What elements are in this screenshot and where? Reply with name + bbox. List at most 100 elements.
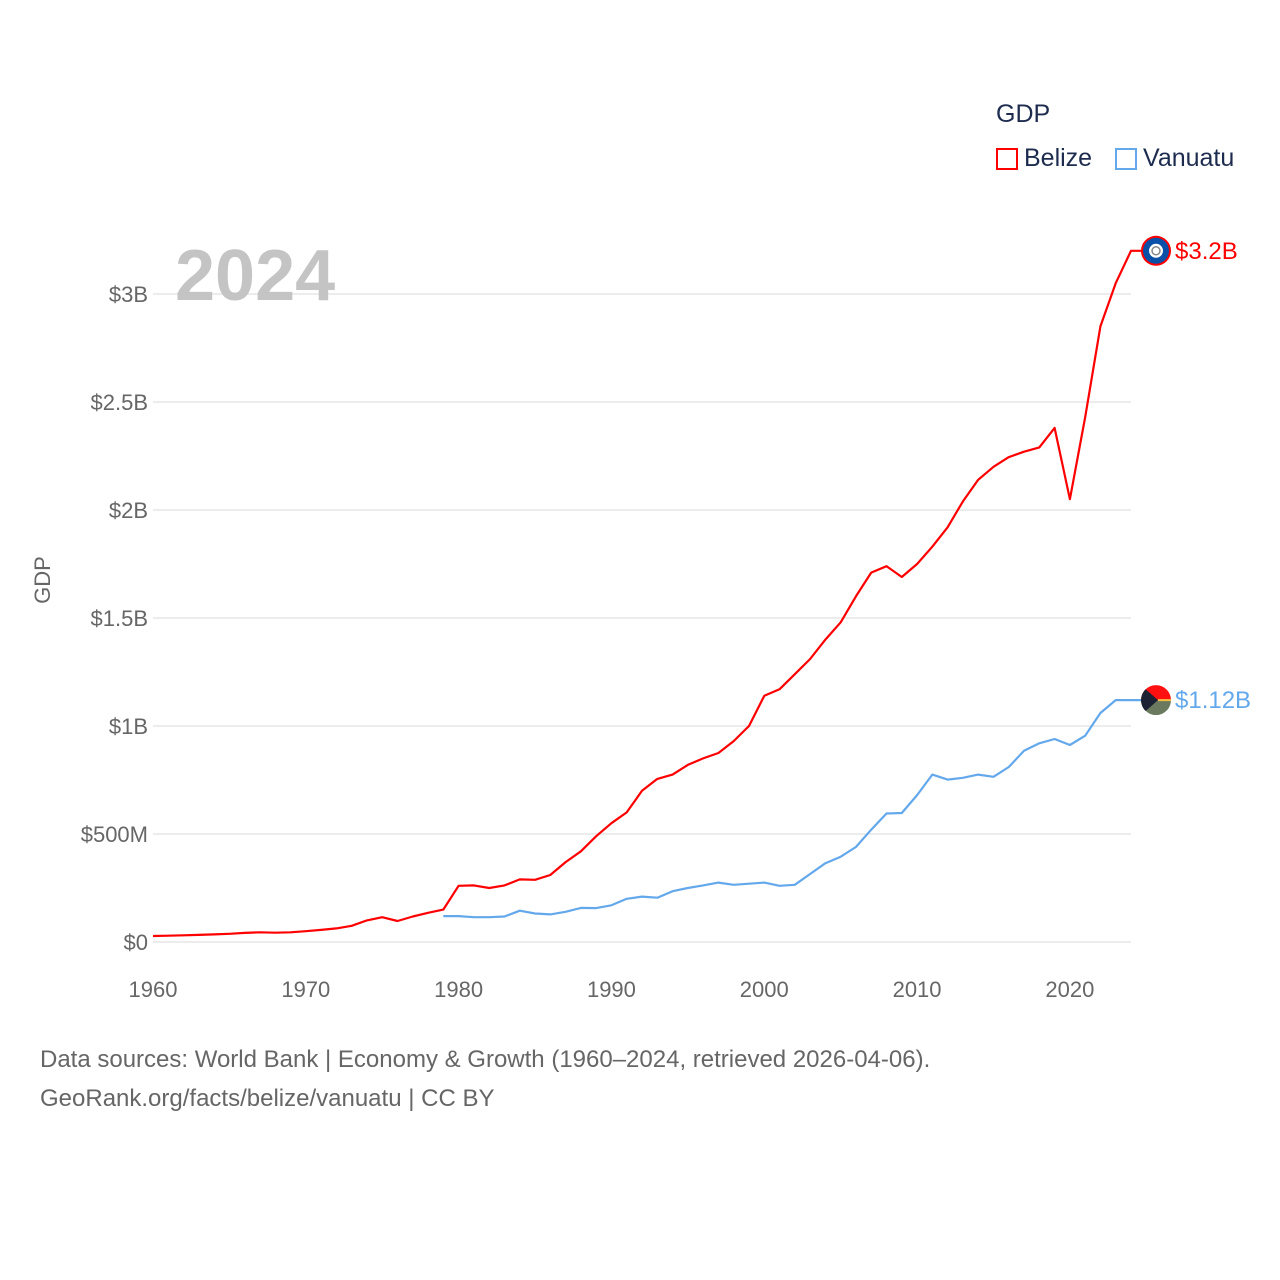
data-point[interactable]: [960, 498, 966, 504]
data-point[interactable]: [807, 656, 813, 662]
data-point[interactable]: [639, 788, 645, 794]
data-point[interactable]: [318, 927, 324, 933]
data-point[interactable]: [700, 755, 706, 761]
data-point[interactable]: [700, 882, 706, 888]
data-point[interactable]: [471, 882, 477, 888]
data-point[interactable]: [563, 859, 569, 865]
data-point[interactable]: [486, 885, 492, 891]
data-point[interactable]: [715, 880, 721, 886]
data-point[interactable]: [929, 772, 935, 778]
data-point[interactable]: [425, 910, 431, 916]
data-point[interactable]: [945, 777, 951, 783]
data-point[interactable]: [593, 905, 599, 911]
data-point[interactable]: [395, 918, 401, 924]
data-point[interactable]: [547, 911, 553, 917]
data-point[interactable]: [746, 881, 752, 887]
data-point[interactable]: [853, 593, 859, 599]
data-point[interactable]: [364, 917, 370, 923]
data-point[interactable]: [899, 810, 905, 816]
data-point[interactable]: [624, 896, 630, 902]
data-point[interactable]: [807, 871, 813, 877]
data-point[interactable]: [440, 907, 446, 913]
data-point[interactable]: [654, 776, 660, 782]
data-point[interactable]: [624, 809, 630, 815]
data-point[interactable]: [593, 833, 599, 839]
data-point[interactable]: [333, 925, 339, 931]
data-point[interactable]: [715, 750, 721, 756]
data-point[interactable]: [670, 772, 676, 778]
data-point[interactable]: [654, 895, 660, 901]
data-point[interactable]: [608, 902, 614, 908]
data-point[interactable]: [868, 570, 874, 576]
data-point[interactable]: [288, 929, 294, 935]
data-point[interactable]: [226, 931, 232, 937]
data-point[interactable]: [1052, 736, 1058, 742]
data-point[interactable]: [929, 544, 935, 550]
data-point[interactable]: [303, 928, 309, 934]
data-point[interactable]: [1097, 323, 1103, 329]
data-point[interactable]: [914, 561, 920, 567]
data-point[interactable]: [257, 929, 263, 935]
data-point[interactable]: [792, 671, 798, 677]
data-point[interactable]: [1067, 742, 1073, 748]
data-point[interactable]: [578, 905, 584, 911]
data-point[interactable]: [685, 885, 691, 891]
data-point[interactable]: [1082, 414, 1088, 420]
data-point[interactable]: [456, 883, 462, 889]
data-point[interactable]: [1052, 425, 1058, 431]
data-point[interactable]: [868, 827, 874, 833]
data-point[interactable]: [761, 693, 767, 699]
data-point[interactable]: [196, 932, 202, 938]
data-point[interactable]: [517, 876, 523, 882]
data-point[interactable]: [945, 524, 951, 530]
data-point[interactable]: [1006, 454, 1012, 460]
data-point[interactable]: [1006, 764, 1012, 770]
data-point[interactable]: [853, 844, 859, 850]
data-point[interactable]: [1082, 733, 1088, 739]
data-point[interactable]: [975, 477, 981, 483]
data-point[interactable]: [777, 686, 783, 692]
data-point[interactable]: [685, 762, 691, 768]
data-point[interactable]: [1067, 496, 1073, 502]
data-point[interactable]: [1036, 444, 1042, 450]
data-point[interactable]: [914, 792, 920, 798]
data-point[interactable]: [349, 923, 355, 929]
data-point[interactable]: [792, 882, 798, 888]
data-point[interactable]: [746, 723, 752, 729]
data-point[interactable]: [1113, 697, 1119, 703]
data-point[interactable]: [410, 914, 416, 920]
data-point[interactable]: [150, 933, 156, 939]
data-point[interactable]: [471, 914, 477, 920]
data-point[interactable]: [731, 738, 737, 744]
data-point[interactable]: [822, 637, 828, 643]
data-point[interactable]: [272, 930, 278, 936]
data-point[interactable]: [532, 910, 538, 916]
data-point[interactable]: [639, 894, 645, 900]
data-point[interactable]: [486, 914, 492, 920]
data-point[interactable]: [1113, 280, 1119, 286]
data-point[interactable]: [777, 883, 783, 889]
legend-item-vanuatu[interactable]: Vanuatu: [1115, 144, 1234, 173]
data-point[interactable]: [242, 930, 248, 936]
data-point[interactable]: [975, 772, 981, 778]
legend-item-belize[interactable]: Belize: [996, 144, 1092, 173]
data-point[interactable]: [990, 464, 996, 470]
data-point[interactable]: [990, 774, 996, 780]
data-point[interactable]: [899, 574, 905, 580]
data-point[interactable]: [1036, 740, 1042, 746]
data-point[interactable]: [822, 860, 828, 866]
data-point[interactable]: [547, 872, 553, 878]
data-point[interactable]: [379, 914, 385, 920]
series-line-belize[interactable]: [152, 249, 1145, 938]
data-point[interactable]: [1128, 697, 1134, 703]
footer-url[interactable]: GeoRank.org/facts/belize/vanuatu | CC BY: [40, 1085, 495, 1112]
data-point[interactable]: [1097, 710, 1103, 716]
data-point[interactable]: [532, 877, 538, 883]
data-point[interactable]: [884, 563, 890, 569]
series-line-vanuatu[interactable]: [443, 698, 1145, 919]
data-point[interactable]: [731, 882, 737, 888]
data-point[interactable]: [563, 909, 569, 915]
data-point[interactable]: [761, 880, 767, 886]
data-point[interactable]: [838, 619, 844, 625]
data-point[interactable]: [501, 882, 507, 888]
